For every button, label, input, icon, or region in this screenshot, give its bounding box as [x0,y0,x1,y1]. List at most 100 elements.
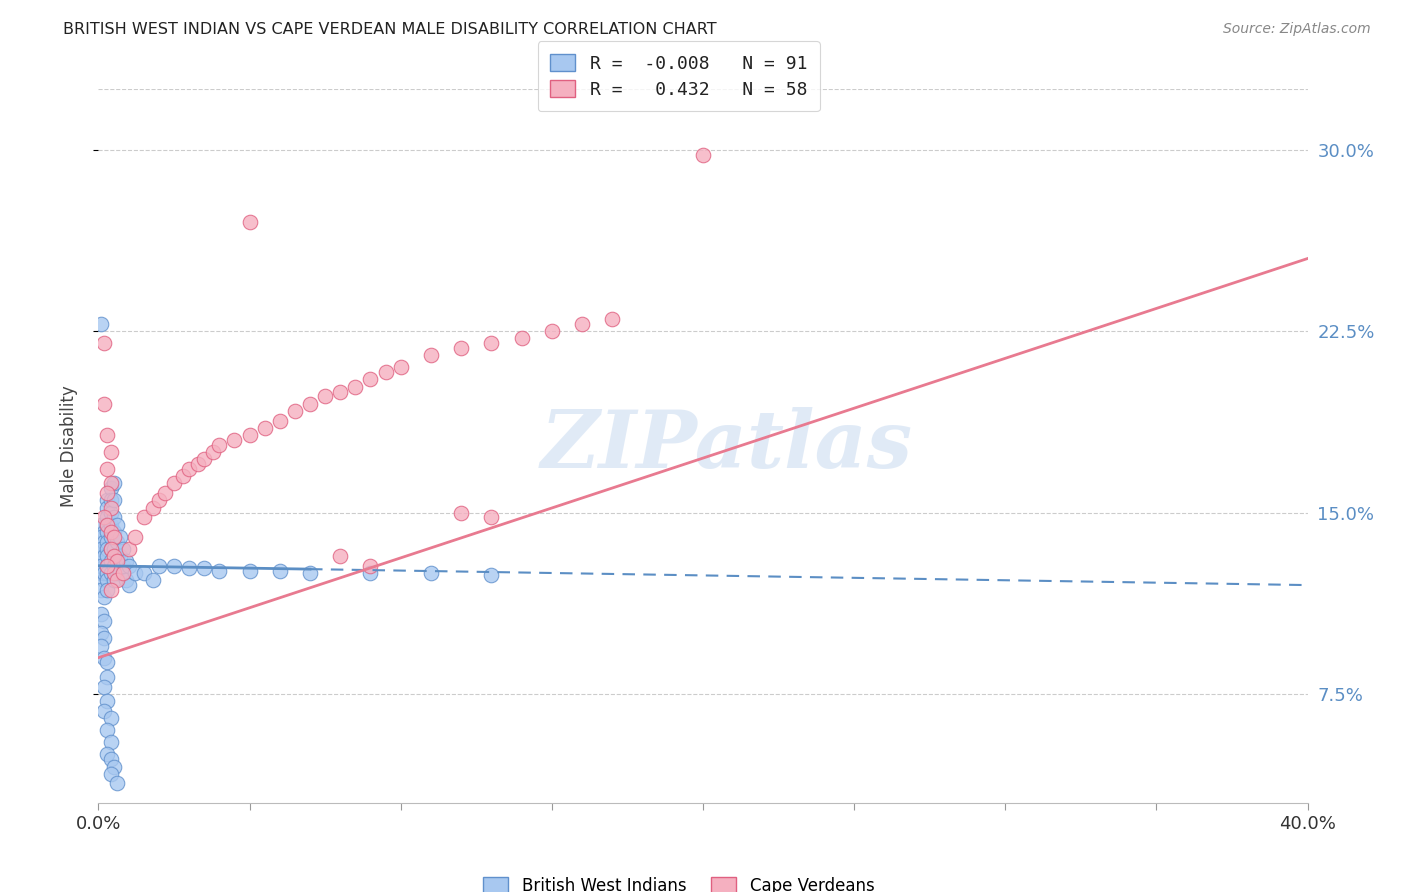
Point [90,541,112,556]
Point [93,534,115,549]
Point [360,558,382,573]
Point [299,397,322,411]
Point [108,566,131,580]
Point [193,561,215,575]
Point [100,752,122,766]
Point [571,317,593,331]
Text: Source: ZipAtlas.com: Source: ZipAtlas.com [1223,22,1371,37]
Point [96,534,118,549]
Point [93,524,115,539]
Point [481,510,503,524]
Point [100,766,122,780]
Point [111,566,134,580]
Point [420,348,443,362]
Point [105,776,128,790]
Point [90,626,112,640]
Point [420,566,443,580]
Point [100,554,122,568]
Point [105,574,128,588]
Point [105,534,128,549]
Point [284,404,307,418]
Point [692,147,714,161]
Point [253,421,276,435]
Point [93,541,115,556]
Point [269,564,291,578]
Point [114,574,136,588]
Point [103,476,125,491]
Point [96,462,118,476]
Point [208,438,231,452]
Point [93,336,115,351]
Point [93,590,115,604]
Point [329,384,352,399]
Point [90,554,112,568]
Point [124,566,146,580]
Point [100,524,122,539]
Point [93,510,115,524]
Point [360,372,382,386]
Point [374,365,396,379]
Point [100,541,122,556]
Y-axis label: Male Disability: Male Disability [59,385,77,507]
Point [90,317,112,331]
Point [239,564,262,578]
Point [163,476,186,491]
Point [90,607,112,621]
Point [481,336,503,351]
Point [118,541,141,556]
Point [100,506,122,520]
Point [132,510,155,524]
Point [132,566,155,580]
Point [124,530,146,544]
Point [389,360,412,375]
Text: BRITISH WEST INDIAN VS CAPE VERDEAN MALE DISABILITY CORRELATION CHART: BRITISH WEST INDIAN VS CAPE VERDEAN MALE… [63,22,717,37]
Point [111,558,134,573]
Point [100,711,122,725]
Point [239,215,262,229]
Point [96,493,118,508]
Point [90,566,112,580]
Point [100,476,122,491]
Point [96,747,118,762]
Point [314,389,336,403]
Point [100,481,122,495]
Point [93,615,115,629]
Point [93,566,115,580]
Point [93,558,115,573]
Point [93,549,115,563]
Point [100,445,122,459]
Point [142,500,165,515]
Point [90,558,112,573]
Point [96,510,118,524]
Point [344,380,367,394]
Point [142,574,165,588]
Point [96,541,118,556]
Point [100,541,122,556]
Point [179,561,201,575]
Point [103,558,125,573]
Point [100,566,122,580]
Point [208,564,231,578]
Point [540,324,562,338]
Point [329,549,352,563]
Point [96,574,118,588]
Point [93,397,115,411]
Point [96,582,118,597]
Point [153,486,176,500]
Point [100,493,122,508]
Point [148,493,170,508]
Point [114,554,136,568]
Point [96,517,118,532]
Point [105,554,128,568]
Point [111,541,134,556]
Point [103,524,125,539]
Point [105,517,128,532]
Point [360,566,382,580]
Point [96,670,118,684]
Point [96,549,118,563]
Point [103,566,125,580]
Point [224,433,246,447]
Point [103,574,125,588]
Point [103,759,125,773]
Point [179,462,201,476]
